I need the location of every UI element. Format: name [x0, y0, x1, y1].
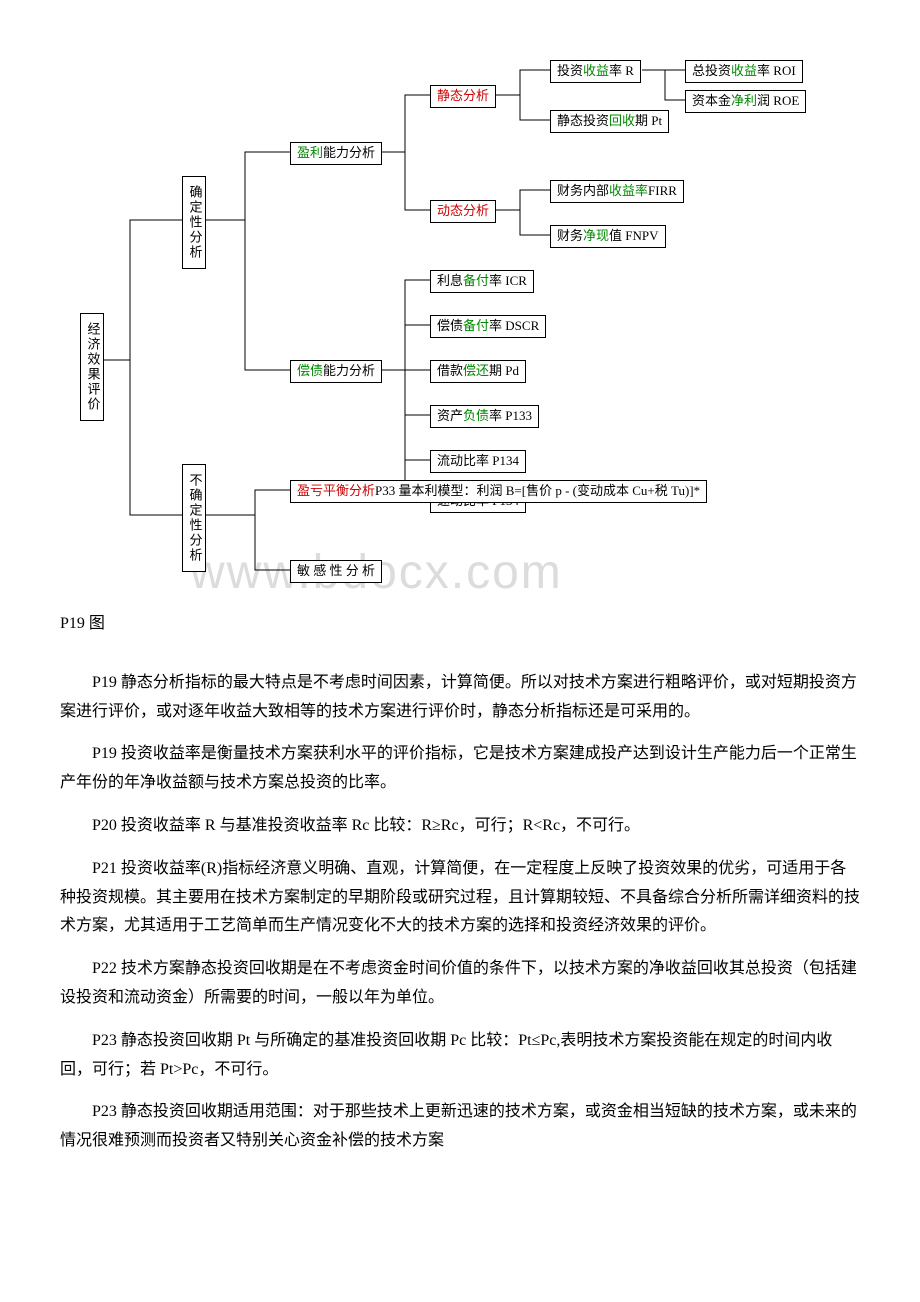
node-debt-analysis: 偿债能力分析: [290, 360, 382, 383]
paragraph-7: P23 静态投资回收期适用范围：对于那些技术上更新迅速的技术方案，或资金相当短缺…: [60, 1098, 860, 1156]
node-undet-label: 不确定性分析: [186, 473, 203, 563]
node-firr-post: FIRR: [648, 183, 677, 200]
node-pt-pre: 静态投资: [557, 113, 609, 130]
paragraph-1: P19 静态分析指标的最大特点是不考虑时间因素，计算简便。所以对技术方案进行粗略…: [60, 669, 860, 727]
node-r-pre: 投资: [557, 63, 583, 80]
node-icr: 利息备付率 ICR: [430, 270, 534, 293]
node-profit-pre: 盈利: [297, 145, 323, 162]
node-debt-pre: 偿债: [297, 363, 323, 380]
diagram-caption: P19 图: [60, 610, 860, 639]
node-root: 经济效果评价: [80, 313, 104, 421]
paragraph-3: P20 投资收益率 R 与基准投资收益率 Rc 比较：R≥Rc，可行；R<Rc，…: [60, 812, 860, 841]
node-dynamic-label: 动态分析: [437, 203, 489, 220]
node-pt-post: 期 Pt: [635, 113, 662, 130]
node-pd-post: 期 Pd: [489, 363, 519, 380]
node-asset-pre: 资产: [437, 408, 463, 425]
node-deterministic: 确定性分析: [182, 176, 206, 269]
node-roe-mid: 净利: [731, 93, 757, 110]
node-static: 静态分析: [430, 85, 496, 108]
tree-diagram: www.bdocx.com: [60, 40, 860, 600]
node-asset-liab: 资产负债率 P133: [430, 405, 539, 428]
node-pt: 静态投资回收期 Pt: [550, 110, 669, 133]
node-r-post: 率 R: [609, 63, 634, 80]
node-liq-label: 流动比率 P134: [437, 453, 519, 470]
node-profit-analysis: 盈利能力分析: [290, 142, 382, 165]
paragraph-2: P19 投资收益率是衡量技术方案获利水平的评价指标，它是技术方案建成投产达到设计…: [60, 740, 860, 798]
node-fnpv-post: 值 FNPV: [609, 228, 659, 245]
node-dscr-post: 率 DSCR: [489, 318, 539, 335]
node-det-label: 确定性分析: [186, 185, 203, 260]
node-dscr-mid: 备付: [463, 318, 489, 335]
node-bep: 盈亏平衡分析 P33 量本利模型：利润 B=[售价 p - (变动成本 Cu+税…: [290, 480, 707, 503]
node-roe-post: 润 ROE: [757, 93, 799, 110]
node-profit-post: 能力分析: [323, 145, 375, 162]
node-firr: 财务内部收益率 FIRR: [550, 180, 684, 203]
node-dynamic: 动态分析: [430, 200, 496, 223]
node-pd: 借款偿还期 Pd: [430, 360, 526, 383]
paragraph-6: P23 静态投资回收期 Pt 与所确定的基准投资回收期 Pc 比较：Pt≤Pc,…: [60, 1027, 860, 1085]
node-debt-post: 能力分析: [323, 363, 375, 380]
node-uncertainty: 不确定性分析: [182, 464, 206, 572]
node-asset-mid: 负债: [463, 408, 489, 425]
node-dscr: 偿债备付率 DSCR: [430, 315, 546, 338]
node-root-label: 经济效果评价: [84, 322, 101, 412]
node-icr-mid: 备付: [463, 273, 489, 290]
node-roe: 资本金净利润 ROE: [685, 90, 806, 113]
node-liquidity: 流动比率 P134: [430, 450, 526, 473]
node-icr-pre: 利息: [437, 273, 463, 290]
node-static-label: 静态分析: [437, 88, 489, 105]
node-roi-post: 率 ROI: [757, 63, 796, 80]
node-pt-mid: 回收: [609, 113, 635, 130]
node-r: 投资收益率 R: [550, 60, 641, 83]
node-dscr-pre: 偿债: [437, 318, 463, 335]
node-pd-pre: 借款: [437, 363, 463, 380]
node-sensitivity: 敏 感 性 分 析: [290, 560, 382, 583]
paragraph-4: P21 投资收益率(R)指标经济意义明确、直观，计算简便，在一定程度上反映了投资…: [60, 855, 860, 941]
node-fnpv-mid: 净现: [583, 228, 609, 245]
node-r-mid: 收益: [583, 63, 609, 80]
node-firr-mid: 收益率: [609, 183, 648, 200]
node-asset-post: 率 P133: [489, 408, 532, 425]
node-fnpv: 财务净现值 FNPV: [550, 225, 666, 248]
node-bep-pre: 盈亏平衡分析: [297, 483, 375, 500]
node-fnpv-pre: 财务: [557, 228, 583, 245]
node-roi-pre: 总投资: [692, 63, 731, 80]
node-icr-post: 率 ICR: [489, 273, 527, 290]
node-bep-post: P33 量本利模型：利润 B=[售价 p - (变动成本 Cu+税 Tu)]*: [375, 483, 700, 500]
node-firr-pre: 财务内部: [557, 183, 609, 200]
node-roe-pre: 资本金: [692, 93, 731, 110]
paragraph-5: P22 技术方案静态投资回收期是在不考虑资金时间价值的条件下，以技术方案的净收益…: [60, 955, 860, 1013]
node-pd-mid: 偿还: [463, 363, 489, 380]
node-roi: 总投资收益率 ROI: [685, 60, 803, 83]
node-roi-mid: 收益: [731, 63, 757, 80]
node-sens-label: 敏 感 性 分 析: [297, 563, 375, 580]
